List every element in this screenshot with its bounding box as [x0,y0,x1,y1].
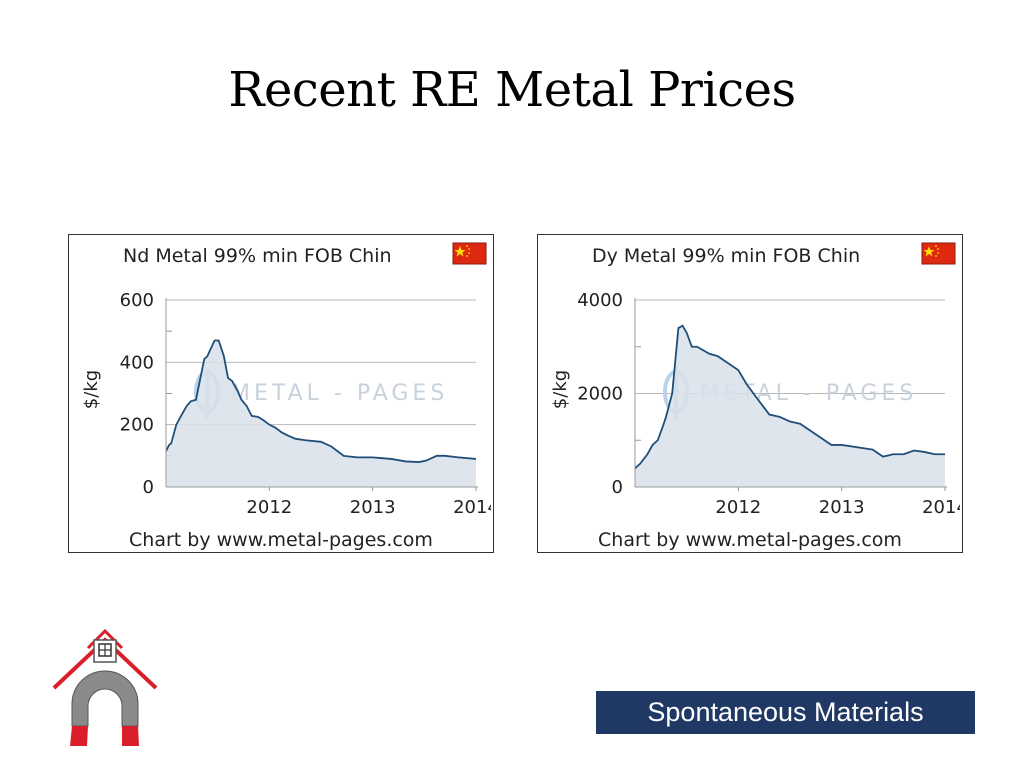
series-group [166,339,476,487]
x-tick-label: 2012 [715,497,761,518]
magnet-schoolhouse-logo [50,626,160,750]
chart-title: Dy Metal 99% min FOB Chin [592,245,860,267]
y-axis-label: $/kg [81,370,102,409]
series-line [166,339,476,463]
y-tick-label: 0 [143,477,154,498]
chart-credit: Chart by www.metal-pages.com [598,529,902,551]
x-tick-label: 2013 [350,497,396,518]
nd-price-chart: Nd Metal 99% min FOB Chin 0 200 400 600 METAL… [68,234,494,553]
x-tick-label: 2014 [922,497,962,518]
series-line [635,324,945,469]
x-tick-label: 2014 [453,497,493,518]
china-flag-icon [452,242,487,265]
dy-price-chart: Dy Metal 99% min FOB Chin 0 2000 4000 METAL … [537,234,963,553]
y-tick-label: 200 [120,415,154,436]
brand-badge: Spontaneous Materials [596,691,975,734]
x-tick-label: 2013 [819,497,865,518]
y-axis-label: $/kg [550,370,571,409]
y-tick-label: 600 [120,290,154,311]
x-tick-label: 2012 [246,497,292,518]
y-tick-label: 400 [120,352,154,373]
y-tick-label: 0 [612,477,623,498]
right-mask [491,235,493,552]
watermark-text: METAL - PAGES [231,381,448,406]
chart-svg: Nd Metal 99% min FOB Chin 0 200 400 600 METAL… [81,235,493,552]
china-flag-icon [921,242,956,265]
slide-title: Recent RE Metal Prices [228,62,796,118]
y-tick-label: 4000 [577,290,623,311]
series-area [166,340,476,487]
chart-credit: Chart by www.metal-pages.com [129,529,433,551]
series-group [635,324,945,487]
y-tick-label: 2000 [577,384,623,405]
chart-svg: Dy Metal 99% min FOB Chin020004000METAL … [550,235,962,552]
series-area [635,325,945,487]
right-mask [960,235,962,552]
chart-title: Nd Metal 99% min FOB Chin [123,245,392,267]
